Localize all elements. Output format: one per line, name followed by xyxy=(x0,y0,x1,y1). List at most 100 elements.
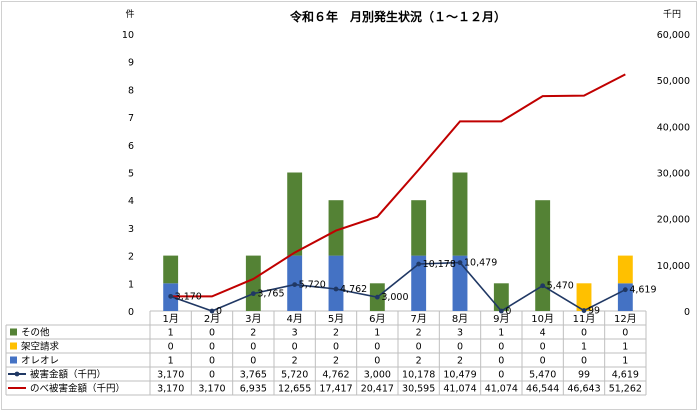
table-cell: 0 xyxy=(209,328,215,339)
table-cell: 41,074 xyxy=(485,384,518,395)
left-tick-label: 3 xyxy=(128,224,134,235)
table-cell: 2 xyxy=(416,328,422,339)
left-tick-label: 8 xyxy=(128,85,134,96)
month-label: 12月 xyxy=(614,313,637,325)
damage-data-label: 0 xyxy=(505,306,511,317)
table-cell: 1 xyxy=(498,328,504,339)
damage-point xyxy=(292,282,298,287)
line-cumulative-damage xyxy=(170,73,626,298)
table-series-name: その他 xyxy=(21,327,50,339)
table-cell: 0 xyxy=(374,356,380,367)
bar-オレオレ xyxy=(617,283,633,311)
damage-data-label: 3,170 xyxy=(175,291,202,302)
month-label: 1月 xyxy=(162,313,178,325)
damage-data-label: 10,479 xyxy=(464,258,497,269)
table-cell: 46,544 xyxy=(526,384,559,395)
table-cell: 3,170 xyxy=(157,370,184,381)
table-cell: 0 xyxy=(250,356,256,367)
left-tick-label: 0 xyxy=(128,307,134,318)
left-tick-label: 1 xyxy=(128,279,134,290)
bar-その他 xyxy=(245,255,261,311)
table-cell: 1 xyxy=(581,342,587,353)
table-cell: 1 xyxy=(168,356,174,367)
legend-dot xyxy=(14,371,20,377)
table-cell: 10,178 xyxy=(402,370,435,381)
left-axis-unit: 件 xyxy=(125,8,134,20)
table-cell: 5,720 xyxy=(281,370,308,381)
damage-point xyxy=(333,286,339,292)
table-cell: 0 xyxy=(622,328,628,339)
damage-data-label: 5,470 xyxy=(547,281,574,292)
bar-その他 xyxy=(287,172,303,256)
left-tick-label: 5 xyxy=(128,169,134,180)
table-cell: 0 xyxy=(209,342,215,353)
table-cell: 0 xyxy=(498,370,504,381)
month-label: 3月 xyxy=(245,313,261,325)
bar-オレオレ xyxy=(411,255,427,311)
chart-title: 令和６年 月別発生状況（１～１２月） xyxy=(289,9,506,24)
right-tick-label: 0 xyxy=(684,307,690,318)
table-cell: 3,170 xyxy=(198,384,225,395)
table-cell: 0 xyxy=(292,342,298,353)
table-cell: 0 xyxy=(498,356,504,367)
damage-data-label: 3,765 xyxy=(257,289,284,300)
damage-point xyxy=(457,260,463,266)
table-cell: 51,262 xyxy=(609,384,642,395)
damage-point xyxy=(498,308,504,314)
table-cell: 2 xyxy=(457,356,463,367)
damage-data-label: 4,619 xyxy=(629,285,656,296)
damage-data-label: 99 xyxy=(588,306,600,317)
month-label: 6月 xyxy=(369,313,385,325)
damage-point xyxy=(581,308,587,313)
table-cell: 2 xyxy=(333,328,339,339)
damage-point xyxy=(622,287,628,293)
table-cell: 2 xyxy=(292,356,298,367)
table-cell: 20,417 xyxy=(361,384,394,395)
table-cell: 1 xyxy=(622,356,628,367)
right-tick-label: 50,000 xyxy=(657,76,690,87)
right-axis-unit: 千円 xyxy=(663,9,681,20)
bar-その他 xyxy=(163,255,179,284)
damage-point xyxy=(416,261,422,267)
table-cell: 10,479 xyxy=(443,370,476,381)
right-tick-label: 60,000 xyxy=(657,30,690,41)
table-cell: 1 xyxy=(374,328,380,339)
right-tick-label: 30,000 xyxy=(657,169,690,180)
table-cell: 0 xyxy=(457,342,463,353)
legend-swatch xyxy=(10,356,17,364)
table-cell: 1 xyxy=(622,342,628,353)
bar-その他 xyxy=(535,200,551,311)
bar-オレオレ xyxy=(328,255,344,311)
table-cell: 3,000 xyxy=(364,370,391,381)
right-tick-label: 40,000 xyxy=(657,122,690,133)
table-cell: 3 xyxy=(292,328,298,339)
table-cell: 0 xyxy=(333,342,339,353)
month-label: 11月 xyxy=(573,313,596,325)
table-cell: 3 xyxy=(457,328,463,339)
legend-swatch xyxy=(10,328,17,336)
left-tick-label: 4 xyxy=(128,196,134,207)
left-tick-label: 6 xyxy=(128,141,134,152)
month-label: 9月 xyxy=(493,313,509,325)
left-tick-label: 10 xyxy=(122,30,134,41)
table-cell: 99 xyxy=(578,370,590,381)
month-label: 2月 xyxy=(204,313,220,325)
month-label: 5月 xyxy=(328,313,344,325)
table-cell: 5,470 xyxy=(529,370,556,381)
damage-data-label: 10,178 xyxy=(423,259,456,270)
table-cell: 2 xyxy=(333,356,339,367)
month-label: 7月 xyxy=(410,313,426,325)
table-cell: 0 xyxy=(168,342,174,353)
table-cell: 0 xyxy=(374,342,380,353)
table-series-name: 被害金額（千円） xyxy=(30,369,106,381)
damage-point xyxy=(374,294,380,300)
left-tick-label: 9 xyxy=(128,58,134,69)
table-cell: 3,765 xyxy=(240,370,267,381)
line-damage-amount xyxy=(170,261,626,313)
bar-架空請求 xyxy=(617,255,633,284)
month-label: 8月 xyxy=(452,313,468,325)
damage-data-label: 5,720 xyxy=(299,280,326,291)
bar-その他 xyxy=(493,283,509,311)
bar-架空請求 xyxy=(576,283,592,311)
